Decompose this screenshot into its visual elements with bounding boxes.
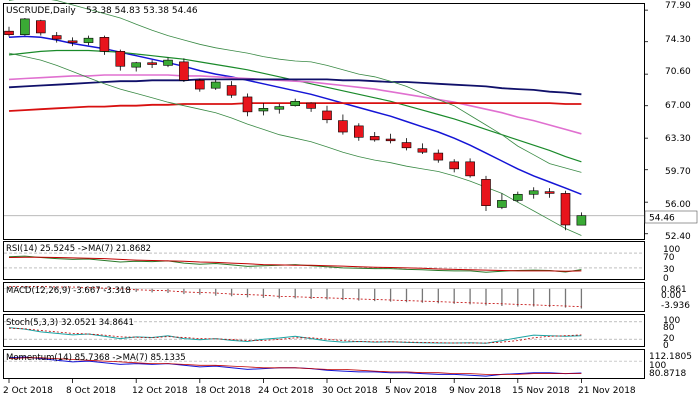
stoch-label: Stoch(5,3,3) 32.0521 34.8641: [6, 318, 134, 328]
x-axis-date-label: 12 Oct 2018: [132, 386, 188, 396]
rsi-tick-label: 100: [663, 245, 680, 255]
main-series-layer: [4, 0, 644, 236]
stoch-tick-label: 80: [663, 323, 675, 333]
main-ytick-label: 56.00: [665, 200, 691, 210]
x-axis-date-label: 2 Oct 2018: [3, 386, 53, 396]
candle-bearish: [51, 35, 62, 40]
x-axis-date-label: 24 Oct 2018: [258, 386, 314, 396]
candle-bearish: [115, 51, 126, 67]
candle-bearish: [147, 62, 157, 65]
candle-bullish: [497, 200, 507, 208]
main-ytick-label: 74.30: [665, 35, 691, 45]
candle-bearish: [449, 161, 460, 170]
rsi-tick-label: 0: [663, 274, 669, 284]
x-axis-date-label: 15 Nov 2018: [512, 386, 570, 396]
rsi-label: RSI(14) 25.5245 ->MA(7) 21.8682: [6, 244, 151, 254]
macd-pane: [3, 282, 645, 312]
macd-label: MACD(12,26,9) -3.667 -3.318: [6, 286, 131, 296]
candle-bearish: [401, 142, 412, 149]
candle-bullish: [258, 108, 269, 112]
candle-bullish: [210, 81, 221, 89]
macd-signal-line: [9, 286, 582, 308]
x-axis-date-label: 8 Oct 2018: [66, 386, 116, 396]
candle-bearish: [465, 161, 475, 177]
ma-navy-line: [8, 78, 582, 96]
candle-bullish: [163, 59, 173, 66]
macd-tick-label: -3.936: [661, 301, 690, 311]
candle-bearish: [338, 120, 348, 133]
main-ytick-label: 59.70: [665, 167, 691, 177]
stoch-tick-label: 0: [663, 341, 669, 351]
candle-bullish: [274, 106, 285, 110]
indicator-layer: [4, 252, 644, 377]
candle-bearish: [560, 193, 571, 226]
x-axis-date-label: 5 Nov 2018: [385, 386, 437, 396]
macd-tick-label: 0.00: [661, 291, 681, 301]
candle-bearish: [99, 37, 110, 52]
candle-bearish: [306, 102, 316, 109]
momentum-tick-label: 80.8718: [649, 369, 686, 379]
candle-bearish: [433, 152, 444, 161]
stoch-pane: [3, 314, 645, 347]
ma-pink-line: [8, 74, 582, 135]
x-axis-date-label: 18 Oct 2018: [195, 386, 251, 396]
current-price-label: 54.46: [649, 214, 675, 224]
rsi-line: [8, 255, 582, 273]
candle-bullish: [290, 101, 301, 107]
candle-bullish: [83, 37, 94, 43]
chart-symbol-label: USCRUDE,Daily: [6, 6, 76, 16]
candle-bullish: [528, 190, 539, 195]
candle-bullish: [576, 215, 587, 226]
candle-bearish: [4, 30, 14, 35]
main-ytick-label: 77.90: [665, 1, 691, 11]
stoch-tick-label: 20: [663, 334, 675, 344]
bollinger-upper-band: [8, 0, 582, 173]
momentum-tick-label: 112.1805: [649, 352, 692, 362]
rsi-pane: [3, 241, 645, 280]
candle-bearish: [369, 136, 380, 141]
chart-ohlc-label: 53.38 54.83 53.38 54.46: [86, 6, 198, 16]
candle-bearish: [179, 61, 189, 81]
x-axis-date-label: 9 Nov 2018: [449, 386, 501, 396]
main-ytick-label: 63.30: [665, 134, 691, 144]
stoch-tick-label: 100: [663, 316, 680, 326]
x-axis-date-label: 21 Nov 2018: [578, 386, 636, 396]
candle-bearish: [35, 20, 46, 34]
candle-bearish: [242, 96, 253, 113]
candle-bearish: [417, 148, 428, 153]
candle-bearish: [322, 110, 332, 121]
candle-bearish: [226, 85, 237, 96]
stoch-d-line: [8, 327, 582, 344]
rsi-tick-label: 30: [663, 265, 675, 275]
candle-bearish: [544, 191, 555, 194]
main-ytick-label: 70.60: [665, 67, 691, 77]
rsi-tick-label: 70: [663, 253, 675, 263]
candle-bearish: [67, 40, 78, 43]
axis-layer: [8, 9, 648, 383]
main-ytick-label: 52.40: [665, 232, 691, 242]
candle-bullish: [512, 193, 523, 201]
macd-tick-label: 0.861: [661, 285, 687, 295]
candle-bearish: [353, 125, 364, 138]
candle-bullish: [131, 62, 141, 68]
candle-bullish: [20, 18, 30, 35]
rsi-ma-line: [8, 256, 582, 272]
momentum-tick-label: 100: [649, 361, 666, 371]
candle-bearish: [481, 179, 491, 206]
candle-bearish: [195, 79, 205, 90]
momentum-ma-line: [8, 357, 582, 375]
candle-bearish: [385, 138, 396, 142]
main-ytick-label: 67.00: [665, 101, 691, 111]
x-axis-date-label: 30 Oct 2018: [322, 386, 378, 396]
current-price-box: [644, 210, 698, 224]
momentum-label: Momentum(14) 85.7368 ->MA(7) 85.1335: [6, 353, 186, 363]
